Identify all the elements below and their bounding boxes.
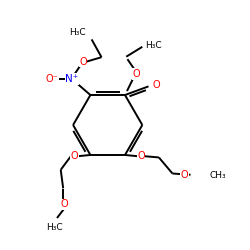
Text: CH₃: CH₃ bbox=[209, 172, 226, 180]
Text: O: O bbox=[79, 57, 87, 67]
Text: O: O bbox=[60, 200, 68, 209]
Text: O⁻: O⁻ bbox=[45, 74, 58, 84]
Text: O: O bbox=[132, 69, 140, 79]
Text: O: O bbox=[70, 151, 78, 161]
Text: O: O bbox=[180, 170, 188, 180]
Text: H₃C: H₃C bbox=[69, 28, 86, 38]
Text: H₃C: H₃C bbox=[145, 41, 162, 50]
Text: O: O bbox=[137, 151, 145, 161]
Text: H₃C: H₃C bbox=[46, 223, 63, 232]
Text: N⁺: N⁺ bbox=[65, 74, 78, 84]
Text: O: O bbox=[153, 80, 160, 90]
